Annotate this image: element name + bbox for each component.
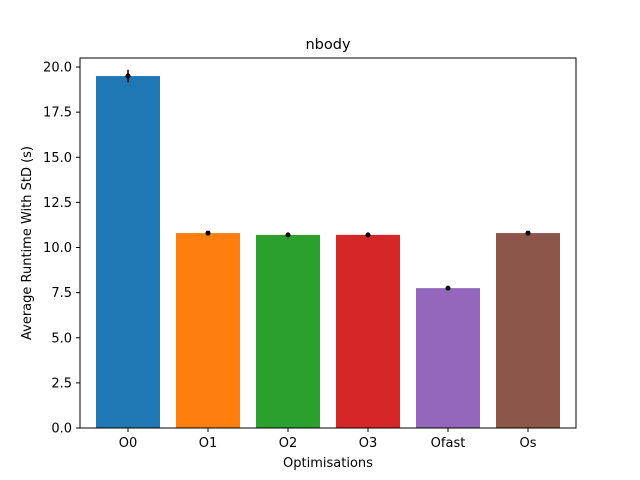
- y-tick-label: 15.0: [43, 151, 72, 166]
- mean-marker-o2: [285, 232, 291, 238]
- y-tick-label: 7.5: [51, 286, 72, 301]
- x-tick-label: Ofast: [431, 436, 466, 451]
- y-tick-label: 2.5: [51, 376, 72, 391]
- x-tick-label: O0: [119, 436, 138, 451]
- x-axis: O0 O1 O2 O3 Ofast Os: [119, 428, 537, 451]
- bar-o3: [336, 234, 400, 428]
- bars-group: [96, 76, 560, 429]
- y-axis: 0.0 2.5 5.0 7.5 10.0 12.5 15.0 17.5 20.0: [43, 61, 80, 437]
- bar-o2: [256, 234, 320, 428]
- bar-os: [496, 233, 560, 428]
- bar-o1: [176, 233, 240, 428]
- y-axis-label: Average Runtime With StD (s): [20, 146, 35, 340]
- y-tick-label: 17.5: [43, 106, 72, 121]
- y-tick-label: 5.0: [51, 331, 72, 346]
- x-tick-label: O2: [279, 436, 298, 451]
- mean-marker-o1: [205, 230, 211, 236]
- x-tick-label: Os: [519, 436, 536, 451]
- bar-o0: [96, 76, 160, 429]
- y-tick-label: 20.0: [43, 61, 72, 76]
- x-tick-label: O3: [359, 436, 378, 451]
- mean-marker-os: [525, 230, 531, 236]
- chart-title: nbody: [305, 37, 350, 53]
- mean-marker-ofast: [445, 285, 451, 291]
- plot-frame: [79, 57, 577, 429]
- x-axis-label: Optimisations: [283, 456, 373, 471]
- y-tick-label: 0.0: [51, 422, 72, 437]
- y-tick-label: 10.0: [43, 241, 72, 256]
- y-tick-label: 12.5: [43, 196, 72, 211]
- error-bars-group: [125, 69, 531, 291]
- x-tick-label: O1: [199, 436, 218, 451]
- mean-marker-o3: [365, 232, 371, 238]
- bar-ofast: [416, 288, 480, 428]
- mean-marker-o0: [125, 73, 131, 79]
